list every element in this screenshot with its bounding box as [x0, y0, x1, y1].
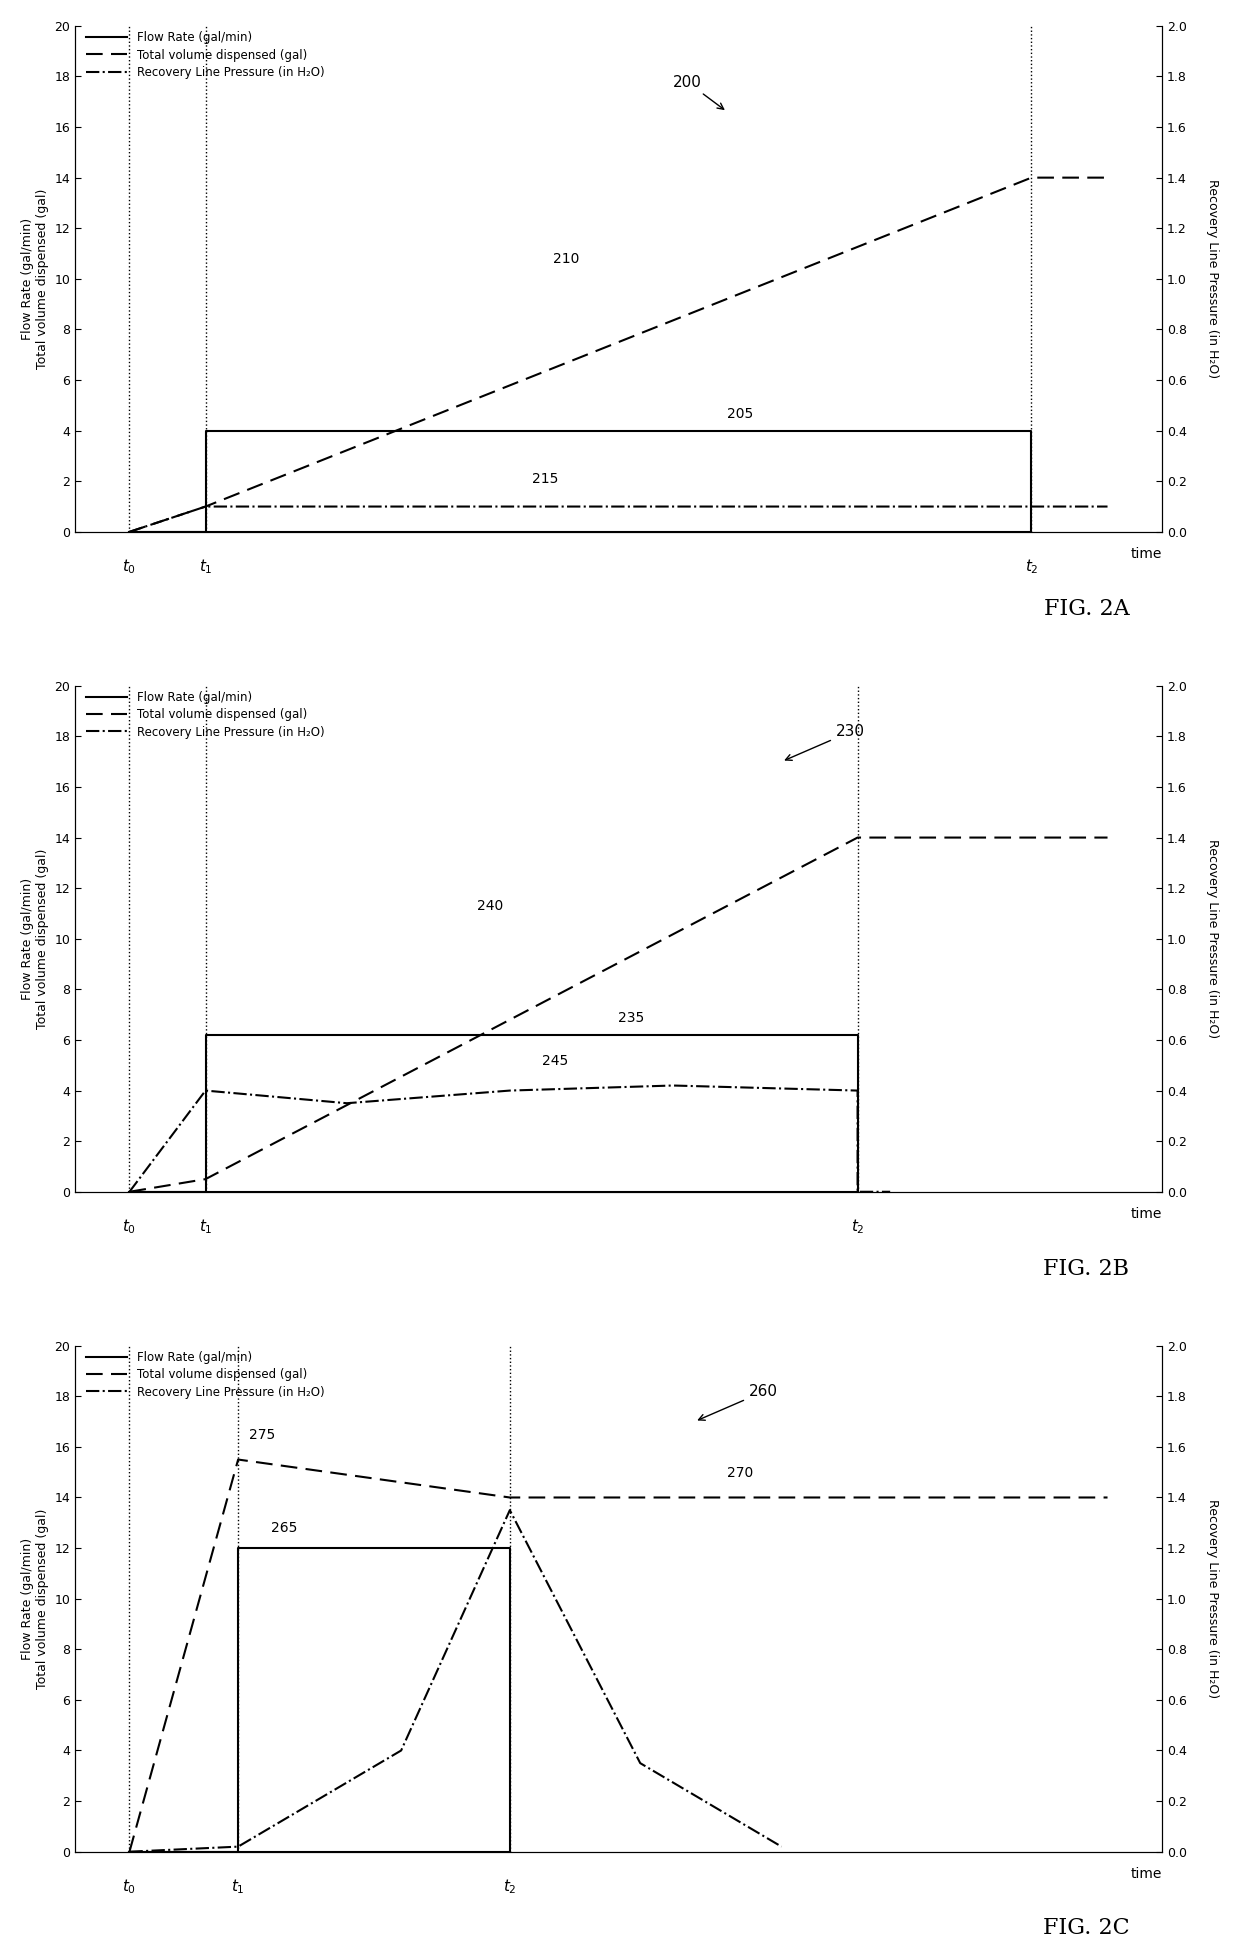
Text: 270: 270	[727, 1466, 754, 1480]
Text: $t_1$: $t_1$	[198, 556, 212, 576]
Text: time: time	[1131, 547, 1162, 560]
Text: 265: 265	[270, 1521, 298, 1536]
Text: 235: 235	[619, 1011, 645, 1025]
Text: 260: 260	[698, 1384, 777, 1421]
Text: $t_2$: $t_2$	[503, 1878, 517, 1895]
Text: FIG. 2B: FIG. 2B	[1043, 1257, 1130, 1281]
Legend: Flow Rate (gal/min), Total volume dispensed (gal), Recovery Line Pressure (in H₂: Flow Rate (gal/min), Total volume dispen…	[81, 687, 329, 744]
Text: $t_0$: $t_0$	[123, 556, 136, 576]
Legend: Flow Rate (gal/min), Total volume dispensed (gal), Recovery Line Pressure (in H₂: Flow Rate (gal/min), Total volume dispen…	[81, 1347, 329, 1403]
Text: $t_2$: $t_2$	[1024, 556, 1038, 576]
Legend: Flow Rate (gal/min), Total volume dispensed (gal), Recovery Line Pressure (in H₂: Flow Rate (gal/min), Total volume dispen…	[81, 27, 329, 84]
Text: FIG. 2C: FIG. 2C	[1043, 1917, 1130, 1940]
Text: $t_1$: $t_1$	[232, 1878, 246, 1895]
Y-axis label: Flow Rate (gal/min)
Total volume dispensed (gal): Flow Rate (gal/min) Total volume dispens…	[21, 189, 48, 369]
Text: $t_0$: $t_0$	[123, 1218, 136, 1236]
Text: $t_2$: $t_2$	[851, 1218, 864, 1236]
Y-axis label: Flow Rate (gal/min)
Total volume dispensed (gal): Flow Rate (gal/min) Total volume dispens…	[21, 849, 48, 1029]
Text: 275: 275	[249, 1427, 275, 1443]
Text: FIG. 2A: FIG. 2A	[1044, 597, 1130, 619]
Y-axis label: Recovery Line Pressure (in H₂O): Recovery Line Pressure (in H₂O)	[1207, 839, 1219, 1038]
Text: $t_0$: $t_0$	[123, 1878, 136, 1895]
Text: 245: 245	[542, 1054, 569, 1068]
Text: $t_1$: $t_1$	[198, 1218, 212, 1236]
Y-axis label: Flow Rate (gal/min)
Total volume dispensed (gal): Flow Rate (gal/min) Total volume dispens…	[21, 1509, 48, 1688]
Text: 210: 210	[553, 252, 579, 265]
Text: 240: 240	[477, 900, 503, 914]
Text: 230: 230	[785, 724, 864, 761]
Text: 205: 205	[727, 406, 754, 420]
Text: 215: 215	[532, 472, 558, 486]
Text: 200: 200	[673, 74, 724, 109]
Text: time: time	[1131, 1206, 1162, 1220]
Text: time: time	[1131, 1866, 1162, 1882]
Y-axis label: Recovery Line Pressure (in H₂O): Recovery Line Pressure (in H₂O)	[1207, 1499, 1219, 1698]
Y-axis label: Recovery Line Pressure (in H₂O): Recovery Line Pressure (in H₂O)	[1207, 180, 1219, 379]
